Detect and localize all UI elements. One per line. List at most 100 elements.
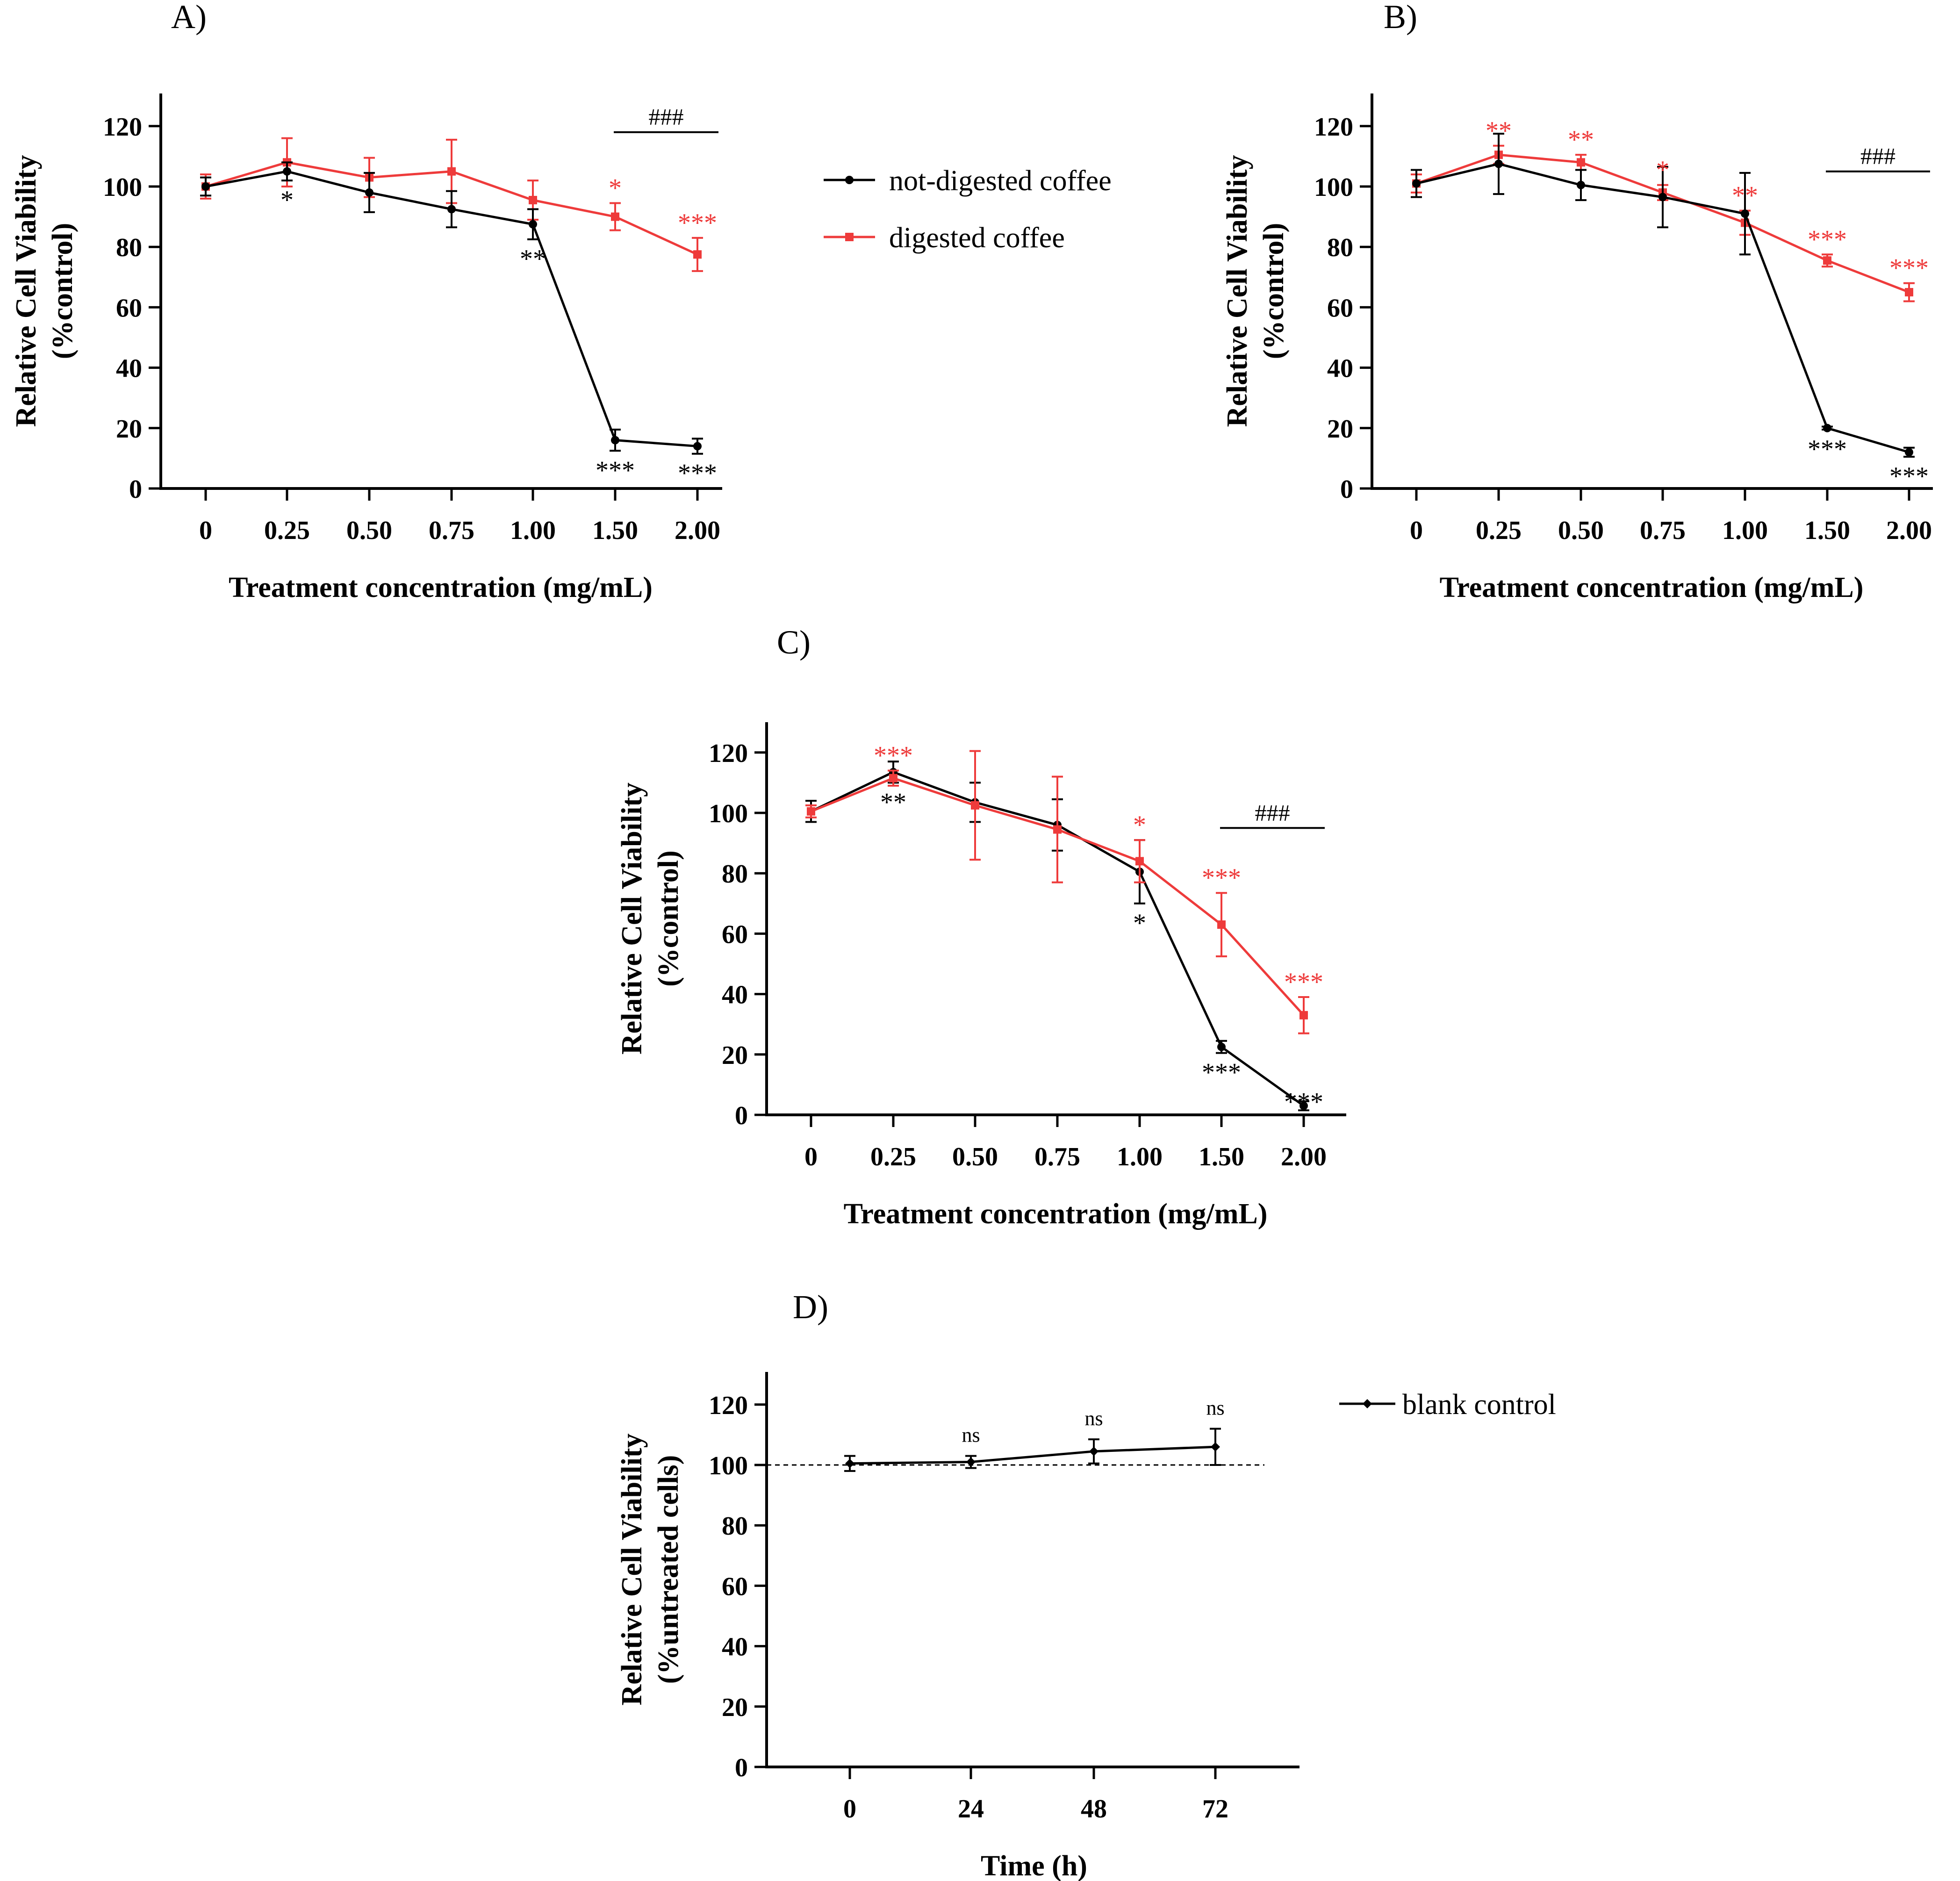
x-tick-label: 48: [1081, 1795, 1107, 1824]
data-point: [966, 1457, 976, 1467]
significance-label: ns: [1206, 1396, 1224, 1419]
y-tick-label: 100: [709, 799, 748, 828]
series-not-digested-coffee: [1411, 132, 1915, 458]
series-digested-coffee: [805, 750, 1309, 1034]
panel-label: A): [171, 0, 207, 36]
series-blank-control: [844, 1428, 1221, 1472]
legend-label: digested coffee: [889, 222, 1065, 254]
data-point: [1823, 256, 1831, 265]
series-line: [849, 1445, 1216, 1465]
significance-label: *: [280, 186, 294, 215]
y-tick-label: 80: [722, 1512, 748, 1541]
data-point: [971, 801, 979, 810]
y-tick-label: 0: [1340, 475, 1353, 504]
data-point: [611, 436, 619, 445]
significance-label: **: [1568, 125, 1594, 154]
y-axis-subtitle: (%control): [653, 850, 684, 987]
x-tick-label: 0.25: [264, 516, 310, 545]
legend-label: not-digested coffee: [889, 165, 1112, 197]
legend-marker: [1363, 1399, 1372, 1408]
y-tick-label: 0: [129, 475, 142, 504]
data-point: [1211, 1442, 1220, 1452]
data-point: [447, 167, 456, 176]
significance-label: **: [1486, 116, 1512, 145]
x-tick-label: 1.00: [1117, 1142, 1163, 1171]
data-point: [1299, 1011, 1308, 1019]
x-tick-label: 0: [843, 1795, 856, 1824]
y-tick-label: 80: [116, 233, 142, 262]
chart-panel-d: D) 0 20 40 60 80 100 120 0 24 48 72 Time (h) Relative…: [616, 1288, 1556, 1881]
data-point: [529, 220, 537, 229]
data-point: [889, 774, 897, 783]
x-tick-label: 0: [804, 1142, 818, 1171]
significance-label: *: [609, 174, 622, 203]
legend-blank-control: blank control: [1339, 1389, 1556, 1421]
y-tick-label: 20: [1327, 415, 1353, 444]
y-axis-title: Relative Cell Viability: [10, 155, 42, 427]
panel-label: C): [777, 624, 811, 661]
data-point: [1905, 288, 1913, 297]
data-point: [1577, 158, 1585, 167]
significance-label: ***: [1284, 1088, 1323, 1117]
data-point: [1412, 179, 1421, 188]
y-axis-subtitle: (%control): [1258, 223, 1290, 359]
data-point: [365, 188, 373, 197]
data-point: [1217, 920, 1226, 929]
x-tick-label: 2.00: [1281, 1142, 1327, 1171]
y-tick-label: 40: [722, 1633, 748, 1662]
x-tick-label: 0.75: [429, 516, 474, 545]
data-point: [1658, 193, 1667, 201]
y-tick-label: 100: [103, 173, 142, 202]
y-tick-label: 80: [722, 860, 748, 889]
y-tick-label: 60: [722, 1572, 748, 1601]
chart-panel-c: C) 0 20 40 60 80 100 120 0 0.25 0.50 0.75 1.00 1.50 2.…: [616, 624, 1346, 1230]
y-axis-subtitle: (%untreated cells): [653, 1455, 684, 1684]
chart-panel-b: B) 0 20 40 60 80 100 120 0 0.25 0.50 0.75 1.00 1.50 2.…: [1221, 0, 1933, 603]
x-tick-label: 24: [958, 1795, 984, 1824]
significance-label: ***: [1202, 863, 1241, 892]
data-point: [807, 807, 815, 816]
y-tick-label: 20: [722, 1693, 748, 1722]
x-tick-label: 0.50: [952, 1142, 998, 1171]
significance-label: *: [1133, 909, 1146, 938]
significance-label: ns: [962, 1424, 980, 1447]
data-point: [693, 442, 702, 451]
legend-marker: [845, 176, 854, 184]
x-tick-label: 1.50: [592, 516, 638, 545]
x-axis-title: Time (h): [981, 1850, 1087, 1881]
y-tick-label: 100: [709, 1451, 748, 1480]
legend-label: blank control: [1402, 1389, 1556, 1421]
y-tick-label: 40: [1327, 354, 1353, 383]
significance-label: ***: [1808, 435, 1847, 464]
data-point: [1135, 857, 1144, 866]
data-point: [201, 182, 210, 191]
y-tick-label: 20: [116, 415, 142, 444]
data-point: [1299, 1101, 1308, 1110]
y-tick-label: 0: [735, 1753, 748, 1782]
x-tick-label: 1.00: [1722, 516, 1768, 545]
y-tick-label: 120: [103, 113, 142, 142]
significance-label: ***: [1808, 225, 1847, 254]
y-tick-label: 60: [116, 294, 142, 323]
data-point: [283, 167, 291, 176]
significance-label: ***: [678, 208, 717, 237]
data-point: [1577, 180, 1585, 189]
panel-label: D): [793, 1288, 828, 1326]
x-tick-label: 2.00: [675, 516, 720, 545]
data-point: [611, 212, 619, 221]
data-point: [1741, 209, 1749, 218]
data-point: [1823, 424, 1831, 432]
data-point: [529, 196, 537, 205]
y-tick-label: 60: [1327, 294, 1353, 323]
significance-label: ***: [596, 456, 635, 485]
y-tick-label: 120: [709, 739, 748, 768]
y-tick-label: 40: [116, 354, 142, 383]
y-tick-label: 20: [722, 1041, 748, 1070]
significance-label: ***: [874, 741, 913, 770]
x-axis-title: Treatment concentration (mg/mL): [1440, 572, 1864, 603]
x-tick-label: 0.25: [1476, 516, 1522, 545]
significance-label: ***: [1284, 968, 1323, 997]
y-tick-label: 0: [735, 1101, 748, 1130]
significance-label: ***: [1889, 462, 1929, 491]
